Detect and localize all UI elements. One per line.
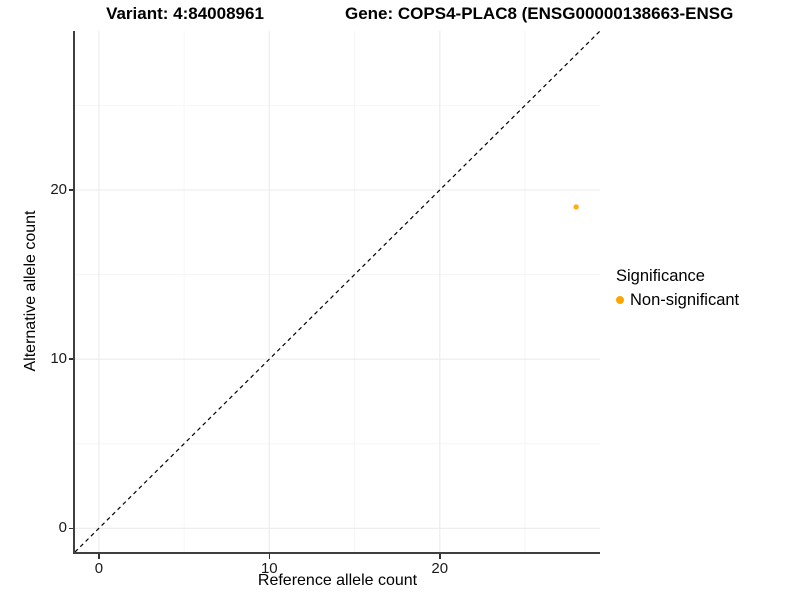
x-tick-mark xyxy=(268,554,271,559)
legend-item-non-significant: Non-significant xyxy=(616,290,739,310)
x-tick-mark xyxy=(98,554,100,559)
legend-point-icon xyxy=(616,296,624,304)
identity-line xyxy=(75,31,600,552)
legend-item-label: Non-significant xyxy=(630,291,740,309)
y-tick-label: 20 xyxy=(50,181,67,198)
x-tick-label: 20 xyxy=(431,560,449,577)
y-tick-mark xyxy=(68,189,73,191)
x-tick-label: 10 xyxy=(260,560,278,577)
x-axis-title: Reference allele count xyxy=(257,572,418,589)
plot-panel xyxy=(73,31,600,554)
y-tick-label: 10 xyxy=(50,350,67,368)
y-tick-mark xyxy=(68,358,73,360)
y-axis-title: Alternative allele count xyxy=(22,210,39,372)
legend: Significance Non-significant xyxy=(616,266,739,310)
gene-title: Gene: COPS4-PLAC8 (ENSG00000138663-ENSG xyxy=(345,4,734,23)
x-tick-label: 0 xyxy=(94,560,104,577)
x-tick-mark xyxy=(439,554,441,559)
variant-title: Variant: 4:84008961 xyxy=(106,4,264,23)
legend-title: Significance xyxy=(616,267,705,285)
plot-canvas xyxy=(75,31,600,552)
y-tick-label: 0 xyxy=(58,519,67,537)
data-point xyxy=(573,204,579,210)
y-tick-mark xyxy=(68,527,73,530)
